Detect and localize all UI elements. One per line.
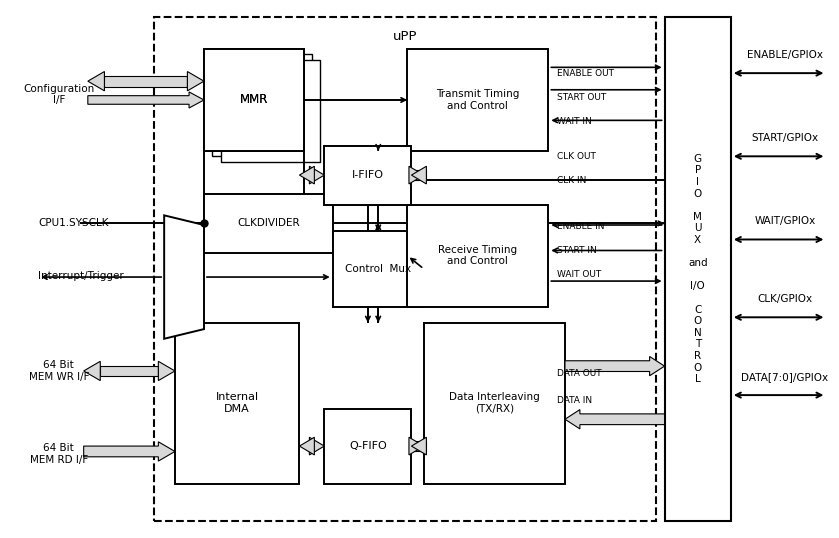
Bar (407, 204, 549, 307)
Polygon shape (101, 366, 159, 376)
Polygon shape (411, 166, 426, 184)
Text: I-FIFO: I-FIFO (352, 170, 384, 180)
Polygon shape (104, 76, 187, 87)
Text: DATA OUT: DATA OUT (557, 369, 602, 378)
Text: CLK IN: CLK IN (557, 176, 586, 185)
Text: MMR: MMR (240, 94, 268, 107)
Text: uPP: uPP (393, 30, 418, 43)
Text: ENABLE/GPIOx: ENABLE/GPIOx (747, 49, 823, 60)
Bar (332, 231, 424, 307)
Polygon shape (565, 409, 664, 429)
Text: 64 Bit
MEM RD I/F: 64 Bit MEM RD I/F (29, 443, 88, 465)
Text: WAIT/GPIOx: WAIT/GPIOx (754, 216, 816, 226)
Polygon shape (159, 362, 175, 380)
Bar (325, 146, 411, 204)
Text: DATA[7:0]/GPIOx: DATA[7:0]/GPIOx (742, 372, 828, 381)
Text: ENABLE IN: ENABLE IN (557, 222, 605, 231)
Bar (424, 323, 565, 484)
Bar (221, 60, 320, 162)
Polygon shape (84, 442, 175, 461)
Polygon shape (84, 362, 101, 380)
Polygon shape (187, 72, 204, 91)
Polygon shape (409, 170, 426, 180)
Polygon shape (411, 437, 426, 455)
Bar (204, 49, 304, 151)
Polygon shape (310, 166, 325, 184)
Polygon shape (300, 437, 315, 455)
Text: WAIT OUT: WAIT OUT (557, 270, 602, 279)
Bar (204, 49, 304, 151)
Bar (154, 17, 656, 521)
Text: Internal
DMA: Internal DMA (216, 392, 258, 414)
Text: Data Interleaving
(TX/RX): Data Interleaving (TX/RX) (449, 392, 539, 414)
Polygon shape (88, 72, 104, 91)
Polygon shape (565, 357, 664, 376)
Polygon shape (310, 441, 315, 451)
Bar (325, 408, 411, 484)
Text: CLKDIVIDER: CLKDIVIDER (237, 218, 300, 229)
Bar (204, 194, 332, 253)
Text: START OUT: START OUT (557, 93, 607, 102)
Bar (664, 17, 731, 521)
Text: Interrupt/Trigger: Interrupt/Trigger (38, 271, 124, 281)
Text: Q-FIFO: Q-FIFO (349, 441, 387, 451)
Text: 64 Bit
MEM WR I/F: 64 Bit MEM WR I/F (29, 360, 89, 382)
Bar (212, 54, 312, 157)
Text: CLK/GPIOx: CLK/GPIOx (758, 294, 812, 304)
Text: WAIT IN: WAIT IN (557, 117, 592, 126)
Polygon shape (409, 166, 424, 184)
Text: ENABLE OUT: ENABLE OUT (557, 69, 614, 77)
Polygon shape (164, 215, 204, 339)
Text: G
P
I
O
 
M
U
X
 
and
 
I/O
 
C
O
N
T
R
O
L: G P I O M U X and I/O C O N T R O L (688, 154, 707, 384)
Polygon shape (300, 166, 315, 184)
Polygon shape (88, 92, 204, 108)
Text: CLK OUT: CLK OUT (557, 152, 597, 161)
Bar (407, 49, 549, 151)
Text: Configuration
I/F: Configuration I/F (23, 84, 95, 105)
Bar (175, 323, 300, 484)
Polygon shape (409, 437, 424, 455)
Text: Receive Timing
and Control: Receive Timing and Control (438, 245, 518, 266)
Polygon shape (310, 170, 315, 180)
Polygon shape (409, 441, 426, 451)
Text: CPU1.SYSCLK: CPU1.SYSCLK (38, 218, 108, 229)
Polygon shape (310, 437, 325, 455)
Text: MMR: MMR (240, 94, 268, 107)
Text: Transmit Timing
and Control: Transmit Timing and Control (436, 89, 519, 111)
Text: START/GPIOx: START/GPIOx (751, 133, 818, 143)
Text: Control  Mux: Control Mux (345, 264, 411, 274)
Text: START IN: START IN (557, 246, 597, 254)
Text: DATA IN: DATA IN (557, 396, 592, 405)
